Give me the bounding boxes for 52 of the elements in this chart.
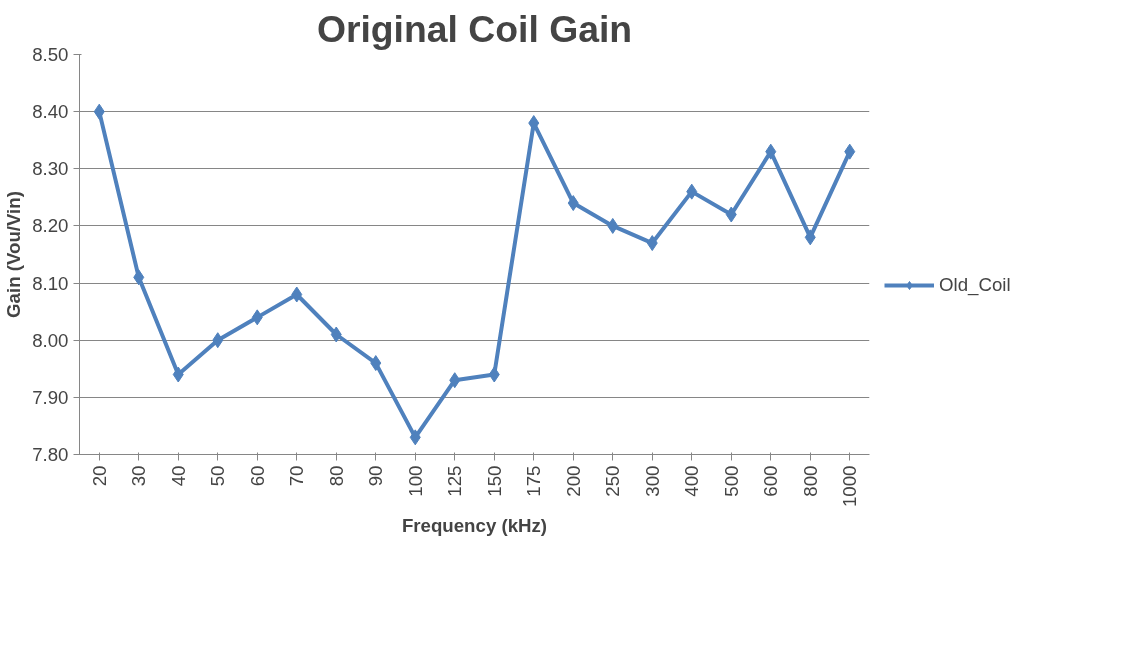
point (251, 309, 263, 326)
x-tick-label: 90 (365, 465, 387, 487)
x-tick-label: 80 (325, 465, 347, 487)
point (725, 206, 737, 223)
x-tick-label: 70 (286, 465, 308, 487)
point (607, 217, 619, 234)
y-axis-title: Gain (Vou/Vin) (3, 191, 25, 318)
x-axis-title: Frequency (kHz) (401, 515, 548, 536)
point (133, 269, 145, 286)
y-tick-label: 8.50 (32, 44, 69, 65)
point (409, 429, 421, 446)
x-tick-label: 20 (88, 465, 110, 487)
x-tick-label: 600 (760, 465, 782, 497)
point (488, 366, 500, 383)
point (804, 229, 816, 246)
point (646, 235, 658, 252)
point (567, 195, 579, 212)
x-tick-label: 250 (602, 465, 624, 497)
x-tick-label: 500 (720, 465, 742, 497)
point (212, 332, 224, 349)
point (370, 355, 382, 372)
point (93, 103, 105, 120)
x-tick-label: 50 (207, 465, 229, 487)
y-tick-label: 8.40 (32, 101, 69, 123)
point (330, 326, 342, 343)
point (449, 372, 461, 389)
point (686, 183, 698, 200)
legend-label: Old_Coil (939, 273, 1011, 296)
y-tick-label: 7.80 (32, 444, 69, 465)
x-tick-label: 100 (404, 465, 426, 497)
y-tick-label: 8.00 (32, 329, 69, 351)
x-tick-label: 200 (562, 465, 584, 497)
x-tick-label: 60 (246, 465, 268, 487)
y-tick-label: 8.30 (32, 158, 69, 180)
chart-title: Original Coil Gain (316, 7, 633, 50)
y-tick-label: 8.20 (32, 215, 69, 237)
point (844, 143, 856, 160)
x-tick-label: 300 (641, 465, 663, 497)
x-tick-label: 30 (128, 465, 150, 487)
point (291, 286, 303, 303)
x-tick-label: 150 (483, 465, 505, 497)
x-tick-label: 800 (799, 465, 821, 497)
x-tick-label: 175 (523, 465, 545, 497)
point (765, 143, 777, 160)
x-tick-label: 400 (681, 465, 703, 497)
x-tick-label: 125 (444, 465, 466, 497)
y-tick-label: 8.10 (32, 272, 69, 294)
point (172, 366, 184, 383)
y-tick-label: 7.90 (32, 386, 69, 408)
x-tick-label: 40 (167, 465, 189, 487)
point (528, 115, 540, 132)
x-tick-label: 1000 (839, 465, 861, 507)
